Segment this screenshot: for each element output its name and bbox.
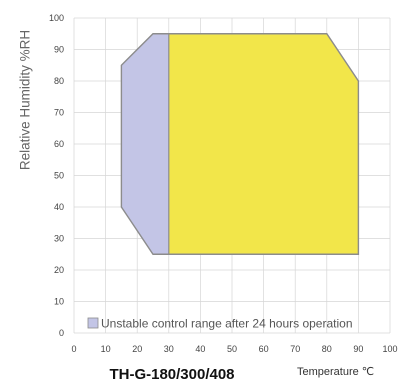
x-tick-label: 10 — [101, 344, 111, 354]
legend-label: Unstable control range after 24 hours op… — [101, 317, 353, 331]
y-tick-label: 90 — [54, 45, 64, 55]
x-tick-label: 90 — [353, 344, 363, 354]
x-tick-label: 50 — [227, 344, 237, 354]
regions — [121, 33, 359, 255]
x-tick-labels: 0 10 20 30 40 50 60 70 80 90 100 — [71, 344, 397, 354]
y-tick-labels: 0 10 20 30 40 50 60 70 80 90 100 — [49, 13, 64, 338]
unstable-region — [121, 33, 169, 255]
y-tick-label: 70 — [54, 108, 64, 118]
x-tick-label: 20 — [132, 344, 142, 354]
y-axis-label: Relative Humidity %RH — [18, 30, 33, 170]
y-tick-label: 10 — [54, 297, 64, 307]
y-tick-label: 100 — [49, 13, 64, 23]
x-tick-label: 30 — [164, 344, 174, 354]
y-tick-label: 60 — [54, 139, 64, 149]
x-tick-label: 0 — [71, 344, 76, 354]
y-tick-label: 40 — [54, 202, 64, 212]
y-tick-label: 20 — [54, 265, 64, 275]
control-range-region — [168, 33, 359, 255]
y-tick-label: 80 — [54, 76, 64, 86]
x-tick-label: 60 — [259, 344, 269, 354]
x-tick-label: 40 — [195, 344, 205, 354]
x-tick-label: 80 — [322, 344, 332, 354]
outline — [120, 33, 360, 255]
range-outline — [120, 33, 360, 255]
y-tick-label: 50 — [54, 171, 64, 181]
y-tick-label: 0 — [59, 328, 64, 338]
y-tick-label: 30 — [54, 234, 64, 244]
x-tick-label: 70 — [290, 344, 300, 354]
x-tick-label: 100 — [382, 344, 397, 354]
x-axis-label: Temperature ℃ — [297, 366, 374, 378]
chart-title: TH-G-180/300/408 — [109, 366, 234, 381]
legend-swatch — [87, 317, 99, 329]
